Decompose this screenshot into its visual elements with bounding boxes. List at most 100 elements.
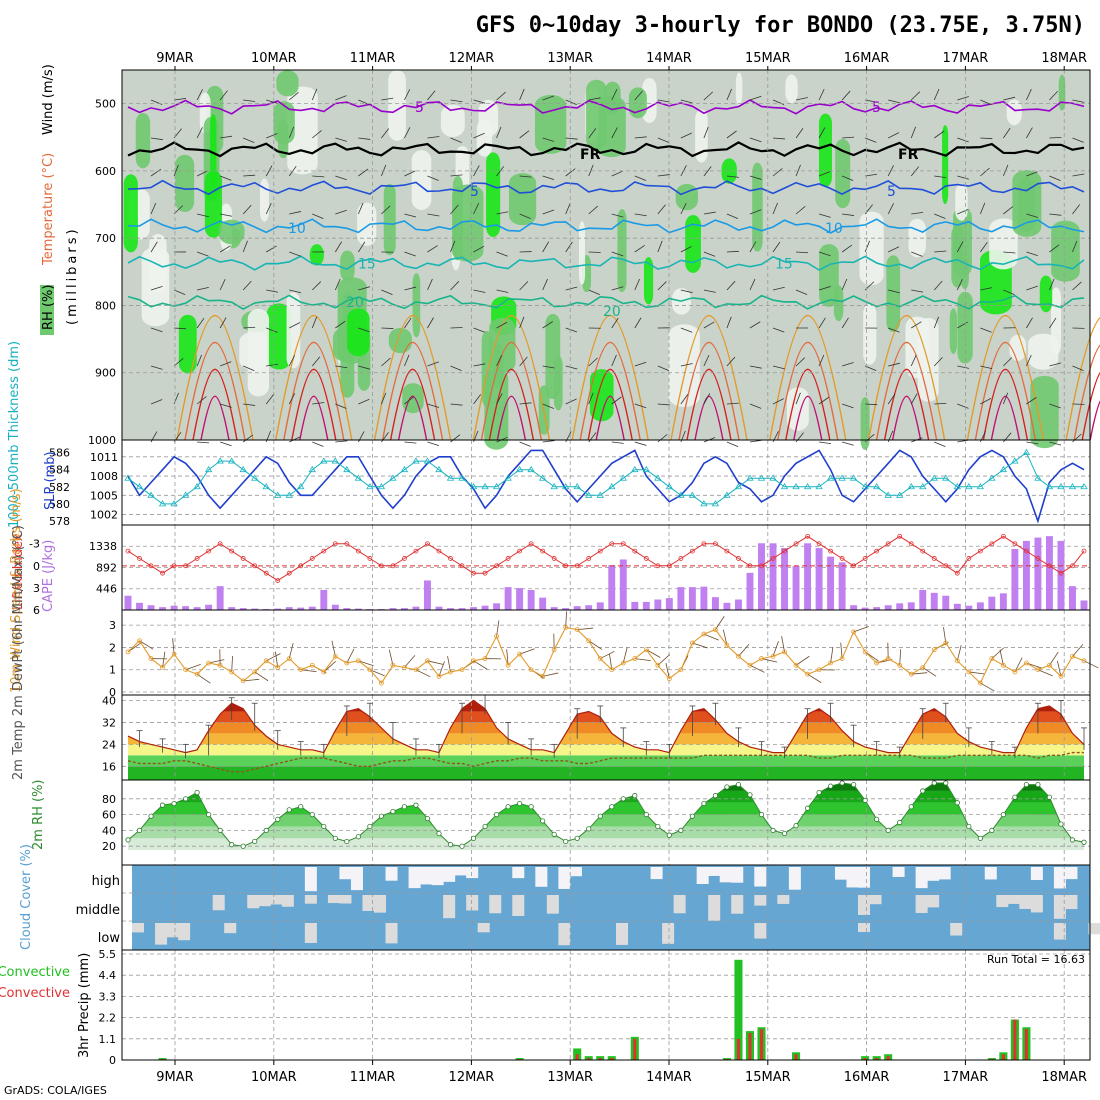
lifted-index-point [298, 563, 304, 569]
wind-barb [289, 251, 301, 257]
wind-barb [565, 241, 573, 253]
lifted-index-point [724, 548, 730, 554]
thickness-point [1045, 483, 1054, 490]
cape-bar [458, 608, 466, 610]
cape-bar [124, 595, 132, 610]
date-label-bottom: 11MAR [350, 1070, 396, 1085]
rh-point [885, 827, 891, 834]
lifted-index-point [540, 548, 546, 554]
wind-barb [265, 202, 272, 215]
wind-barb [1072, 204, 1081, 215]
surface-wind-barb [646, 649, 661, 658]
wind-speed-point [286, 656, 292, 661]
wind-speed-point [263, 658, 269, 664]
lifted-index-point [286, 570, 292, 576]
wind-barb [772, 365, 785, 370]
thickness-point [723, 491, 731, 498]
wind-barb [381, 392, 387, 405]
rh-point [551, 831, 557, 837]
surface-wind-barb [506, 649, 509, 666]
rh-point [851, 781, 857, 788]
wind-barb [357, 202, 364, 215]
wind-barb [496, 126, 502, 139]
rh-point [136, 827, 143, 834]
lifted-index-point [966, 556, 972, 561]
thickness-point [389, 474, 397, 481]
surface-wind-barb [208, 659, 225, 664]
date-label-top: 9MAR [156, 51, 193, 66]
temperature-grid [122, 695, 1090, 780]
wind-speed-point [275, 665, 281, 670]
cloud-gap [858, 895, 871, 915]
wind-barb [150, 202, 157, 215]
cloud-gap [443, 895, 456, 919]
lifted-index-point [793, 541, 799, 547]
lifted-index-point [367, 556, 373, 561]
warm-contour [785, 368, 831, 441]
rh-cell [286, 292, 301, 369]
cape-bar [527, 589, 535, 610]
thickness-point [976, 483, 985, 490]
contour-label: 20 [346, 295, 364, 311]
wind-barb [496, 289, 509, 293]
cloud-gap [927, 895, 940, 908]
lifted-index-point [425, 541, 430, 547]
surface-wind-barbs [127, 611, 1099, 692]
lifted-index-point [597, 548, 603, 554]
lifted-index-point [759, 563, 764, 569]
wind-barb [311, 316, 318, 329]
lifted-index-point [344, 541, 350, 547]
wind-barb [657, 403, 670, 406]
lifted-index-point [908, 541, 914, 547]
wind-speed-point [551, 647, 557, 653]
wind-barb [519, 281, 529, 291]
wind-barb [865, 99, 878, 103]
cape-bar [205, 604, 213, 610]
wind-speed-point [851, 629, 857, 635]
slp-axis-label: SLP (mb) [43, 451, 58, 510]
cape-bar [228, 607, 236, 610]
wind-barb [266, 245, 277, 253]
cloud-levels: high middle low [76, 874, 121, 946]
contour-label: 5 [470, 184, 479, 200]
precip-tick-label: 3.3 [99, 990, 117, 1003]
lifted-index-point [448, 556, 453, 561]
wind-barb [680, 246, 692, 253]
lifted-index-point [402, 556, 407, 561]
cape-bar [136, 602, 143, 610]
warm-contour [579, 341, 641, 441]
rh-tick-label: 20 [102, 840, 116, 853]
wind-barb [1049, 244, 1060, 253]
cloud-gap [247, 895, 260, 909]
rh-band [128, 790, 1084, 803]
wind-barb [266, 363, 279, 367]
rh-point [493, 811, 500, 818]
slp-line [127, 449, 1085, 524]
cape-bar [976, 602, 984, 610]
wind-barb [680, 132, 692, 139]
cloud-gap [788, 867, 801, 890]
wind-barb [911, 251, 923, 257]
wind-barb [819, 441, 832, 445]
cloud-gap [650, 867, 663, 880]
cape-bar [343, 608, 351, 610]
thickness-point [504, 474, 512, 481]
wind-speed-point [321, 669, 327, 675]
cloud-axis-label: Cloud Cover (%) [19, 844, 34, 950]
wind-barb [634, 90, 643, 101]
lifted-index-point [1081, 548, 1087, 554]
rh-band [128, 826, 1084, 839]
rh-point [977, 835, 983, 841]
cloud-gap [616, 923, 629, 945]
wind-barb [657, 365, 670, 372]
cape-bar [481, 605, 489, 610]
thickness-point [550, 483, 558, 490]
wind-barb [888, 246, 900, 253]
cape-tick-label: 1338 [89, 540, 117, 553]
rh-series [125, 780, 1087, 849]
rh-point [574, 835, 580, 841]
wind-speed-point [943, 640, 949, 646]
lifted-index-point [713, 541, 718, 547]
rh-point [666, 832, 672, 838]
rh-point [286, 807, 292, 813]
